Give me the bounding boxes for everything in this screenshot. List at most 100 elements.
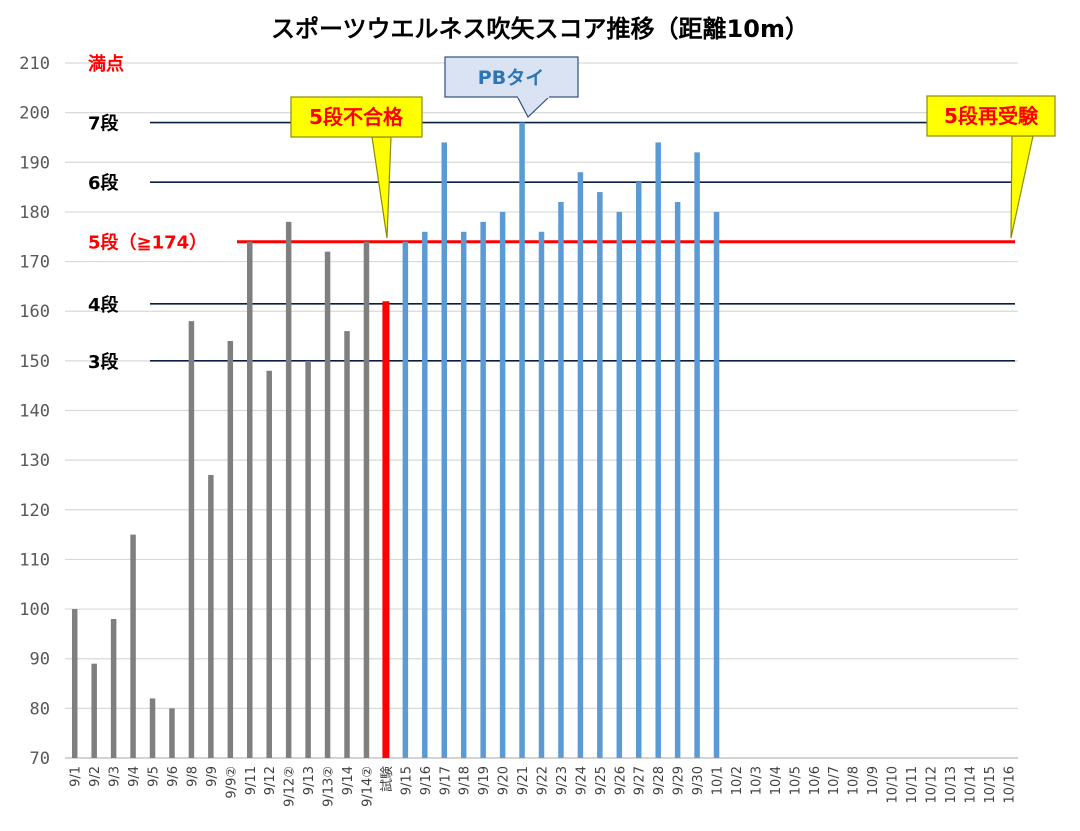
level-label: 7段 (88, 113, 120, 135)
bar (597, 192, 603, 759)
bar (519, 122, 525, 759)
chart-title: スポーツウエルネス吹矢スコア推移（距離10m） (271, 15, 809, 43)
y-tick-label: 80 (30, 699, 50, 719)
y-tick-label: 110 (19, 550, 50, 570)
y-tick-label: 190 (19, 153, 50, 173)
x-tick-label: 9/27 (633, 766, 648, 795)
x-tick-label: 9/8 (185, 766, 200, 787)
x-tick-label: 10/7 (827, 766, 842, 795)
level-label: 満点 (88, 53, 124, 75)
bar (460, 231, 467, 759)
callout-pb-text: PBタイ (478, 67, 544, 89)
bar (422, 231, 428, 759)
x-tick-label: 10/13 (944, 766, 959, 803)
bar (188, 321, 195, 758)
x-tick-label: 9/2 (88, 766, 103, 787)
callout-fail-text: 5段不合格 (309, 105, 404, 129)
y-tick-label: 160 (19, 302, 50, 322)
x-axis-ticks: 9/1 9/2 9/3 9/4 9/5 9/6 9/8 9/9 9/9② 9/11 9/12 9/12… (69, 766, 1018, 807)
bar (558, 202, 564, 758)
bar (344, 331, 350, 758)
y-tick-label: 90 (30, 650, 50, 670)
bar (382, 301, 390, 758)
x-tick-label: 9/14② (360, 766, 375, 807)
bar (499, 211, 506, 758)
bar (71, 609, 78, 758)
x-tick-label: 9/25 (594, 766, 609, 795)
callout-pointer (1010, 135, 1034, 239)
x-tick-label: 9/20 (497, 766, 512, 795)
x-tick-label: 9/23 (555, 766, 570, 795)
y-tick-label: 150 (19, 352, 50, 372)
bar (713, 211, 720, 758)
x-tick-label: 9/30 (691, 766, 706, 795)
bar (480, 221, 486, 758)
x-tick-label: 9/5 (147, 766, 162, 787)
level-label: 5段（≧174） (88, 232, 207, 254)
x-tick-label: 10/11 (905, 766, 920, 803)
x-tick-label: 10/14 (963, 766, 978, 803)
callout-box (444, 56, 579, 98)
callouts: 5段不合格 PBタイ 5段再受験 (290, 56, 1056, 239)
bar (227, 341, 234, 758)
bar (538, 231, 545, 759)
x-tick-label: 10/15 (983, 766, 998, 803)
x-tick-label: 10/2 (730, 766, 745, 795)
bar (577, 172, 584, 758)
x-tick-label: 9/15 (399, 766, 414, 795)
level-lines: 満点 7段 6段 5段（≧174） 4段 3段 (88, 53, 1015, 373)
bar (110, 619, 117, 758)
x-tick-label: 9/26 (613, 766, 628, 795)
callout-retake-text: 5段再受験 (944, 104, 1039, 128)
x-tick-label: 9/21 (516, 766, 531, 795)
x-tick-label: 9/9② (224, 766, 239, 799)
y-tick-label: 100 (19, 600, 50, 620)
bar (305, 360, 311, 758)
level-label: 3段 (88, 351, 120, 373)
x-tick-label: 9/6 (166, 766, 181, 787)
x-tick-label: 9/14 (341, 766, 356, 795)
bar (616, 211, 623, 758)
x-tick-label: 9/12 (263, 766, 278, 795)
bar (694, 152, 700, 758)
bar (441, 142, 448, 758)
callout-pointer (516, 95, 552, 118)
callout-pointer (371, 136, 392, 239)
bar (655, 142, 661, 758)
x-tick-label: 10/10 (886, 766, 901, 803)
bar (266, 370, 272, 758)
bar (363, 241, 370, 758)
callout-seam (518, 95, 549, 98)
bar (635, 182, 642, 759)
bar (130, 534, 136, 758)
y-tick-label: 120 (19, 501, 50, 521)
x-tick-label: 10/6 (808, 766, 823, 795)
x-tick-label: 10/4 (769, 766, 784, 795)
x-tick-label: 9/19 (477, 766, 492, 795)
x-tick-label: 9/17 (438, 766, 453, 795)
bars (71, 122, 720, 759)
x-tick-label: 10/16 (1002, 766, 1017, 803)
bar (91, 663, 97, 758)
y-axis-ticks: 70 80 90 100 110 120 130 140 150 160 170 180 190 200 2… (19, 54, 50, 769)
bar (169, 708, 175, 758)
level-label: 4段 (88, 294, 120, 316)
x-tick-label: 9/22 (536, 766, 551, 795)
x-tick-label: 10/1 (711, 766, 726, 795)
x-tick-label: 10/3 (749, 766, 764, 795)
x-tick-label: 9/29 (672, 766, 687, 795)
x-tick-label: 9/24 (574, 766, 589, 795)
x-tick-label: 9/11 (244, 766, 259, 795)
x-tick-label: 9/9 (205, 766, 220, 787)
y-tick-label: 200 (19, 104, 50, 124)
y-tick-label: 130 (19, 451, 50, 471)
bar (674, 202, 681, 758)
bar (208, 475, 214, 758)
x-tick-label: 9/28 (652, 766, 667, 795)
y-tick-label: 70 (30, 749, 50, 769)
bar (247, 241, 253, 758)
callout-box (926, 95, 1056, 137)
bar (149, 698, 156, 758)
x-tick-label: 10/5 (788, 766, 803, 795)
